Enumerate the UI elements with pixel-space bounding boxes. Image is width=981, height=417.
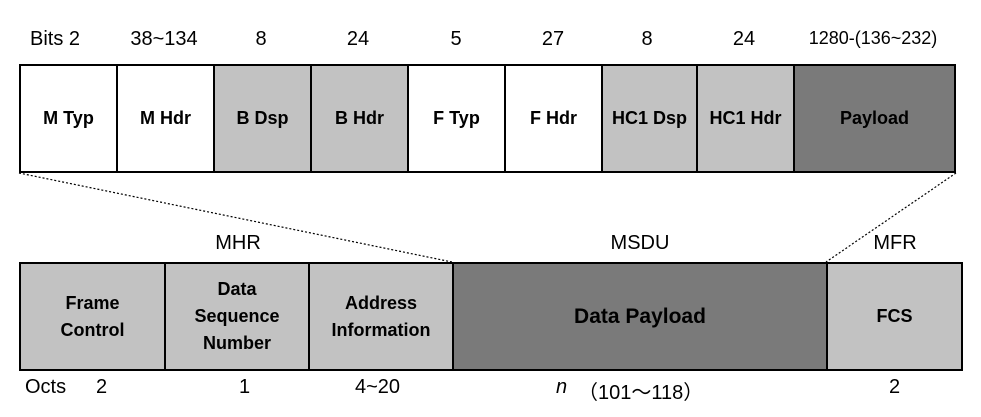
field-payload-label: Payload [839, 108, 910, 128]
dsn-line-2: Sequence [194, 306, 280, 326]
dsn-line-1: Data [217, 279, 257, 299]
field-hc1-hdr-label: HC1 Hdr [709, 108, 782, 128]
bit-label-f-hdr: 27 [541, 28, 565, 50]
group-label-mfr: MFR [873, 232, 917, 254]
field-m-typ: M Typ [19, 64, 118, 173]
field-payload: Payload [793, 64, 956, 173]
field-fcs: FCS [826, 262, 963, 371]
field-m-hdr: M Hdr [116, 64, 215, 173]
field-f-hdr-label: F Hdr [530, 108, 577, 128]
bit-label-m-hdr: 38~134 [130, 28, 198, 50]
octs-fcs: 2 [889, 376, 901, 398]
field-m-hdr-label: M Hdr [140, 108, 191, 128]
bit-label-payload: 1280-(136~232) [808, 28, 938, 48]
data-payload-label: Data Payload [574, 304, 706, 328]
fcs-label: FCS [876, 306, 913, 326]
field-m-typ-label: M Typ [43, 108, 94, 128]
field-hc1-dsp-label: HC1 Dsp [611, 108, 687, 128]
field-f-typ-label: F Typ [433, 108, 480, 128]
octs-data-payload-n: n [556, 376, 568, 398]
field-data-payload: Data Payload [452, 262, 828, 371]
frame-control-line-2: Control [60, 319, 125, 340]
field-address-information: Address Information [308, 262, 454, 371]
field-data-sequence-number: Data Sequence Number [164, 262, 310, 371]
bit-label-b-hdr: 24 [346, 28, 370, 50]
field-f-hdr: F Hdr [504, 64, 603, 173]
bit-label-b-dsp: 8 [255, 28, 267, 50]
field-b-hdr-label: B Hdr [335, 108, 384, 128]
field-b-hdr: B Hdr [310, 64, 409, 173]
octs-frame-control: 2 [96, 376, 108, 398]
address-info-line-1: Address [344, 292, 418, 313]
field-b-dsp-label: B Dsp [236, 108, 289, 128]
bit-label-hc1-dsp: 8 [641, 28, 653, 50]
bits-prefix-label: Bits 2 [30, 28, 81, 50]
field-f-typ: F Typ [407, 64, 506, 173]
field-b-dsp: B Dsp [213, 64, 312, 173]
bit-label-f-typ: 5 [450, 28, 462, 50]
group-label-mhr: MHR [215, 232, 261, 254]
frame-control-line-1: Frame [65, 292, 120, 313]
dsn-line-3: Number [202, 333, 271, 353]
octs-address-information: 4~20 [355, 376, 401, 398]
octs-data-sequence-number: 1 [239, 376, 251, 398]
group-label-msdu: MSDU [610, 232, 670, 254]
octs-prefix-label: Octs [25, 376, 67, 398]
address-info-line-2: Information [331, 319, 431, 340]
expansion-line-left [18, 172, 453, 263]
field-hc1-hdr: HC1 Hdr [696, 64, 795, 173]
bit-label-hc1-hdr: 24 [732, 28, 756, 50]
field-frame-control: Frame Control [19, 262, 166, 371]
octs-data-payload-range: （101～118） [578, 382, 704, 404]
